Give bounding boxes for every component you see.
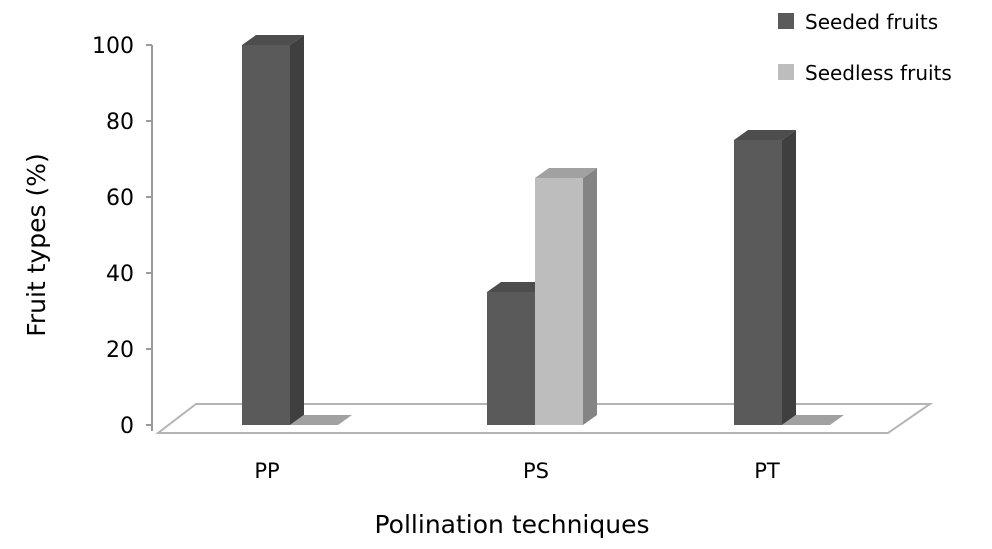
y-tick-label: 80 (106, 110, 134, 135)
bar-top (242, 35, 304, 45)
bars (242, 35, 844, 425)
legend-label: Seedless fruits (805, 61, 952, 85)
bar-side (583, 168, 597, 425)
y-tick-label: 40 (106, 262, 134, 287)
bar-side (782, 130, 796, 425)
bar-top (487, 282, 549, 292)
y-tick-label: 20 (106, 338, 134, 363)
bar-front (242, 45, 290, 425)
bar-top (782, 415, 844, 425)
x-tick-label: PP (254, 459, 279, 483)
x-tick-label: PT (754, 459, 780, 483)
x-axis-title: Pollination techniques (375, 510, 650, 539)
y-axis: 0 20 40 60 80 100 (92, 34, 153, 439)
legend-swatch (778, 64, 794, 80)
x-tick-label: PS (523, 459, 549, 483)
bar-side (290, 35, 304, 425)
y-tick-label: 0 (120, 414, 134, 439)
y-tick-label: 100 (92, 34, 134, 59)
legend-label: Seeded fruits (805, 10, 938, 34)
legend: Seeded fruits Seedless fruits (778, 10, 952, 85)
bar-top (734, 130, 796, 140)
bar-top (290, 415, 352, 425)
bar-pt-seeded (734, 130, 796, 425)
bar-pp-seedless (290, 415, 352, 425)
y-tick-label: 60 (106, 186, 134, 211)
bar-front (535, 178, 583, 425)
bar-pp-seeded (242, 35, 304, 425)
bar-pt-seedless (782, 415, 844, 425)
bar-ps-seedless (535, 168, 597, 425)
bar-front (487, 292, 535, 425)
bar-top (535, 168, 597, 178)
y-axis-title: Fruit types (%) (22, 153, 51, 336)
x-axis-labels: PP PS PT (254, 459, 780, 483)
legend-swatch (778, 13, 794, 29)
bar-front (734, 140, 782, 425)
